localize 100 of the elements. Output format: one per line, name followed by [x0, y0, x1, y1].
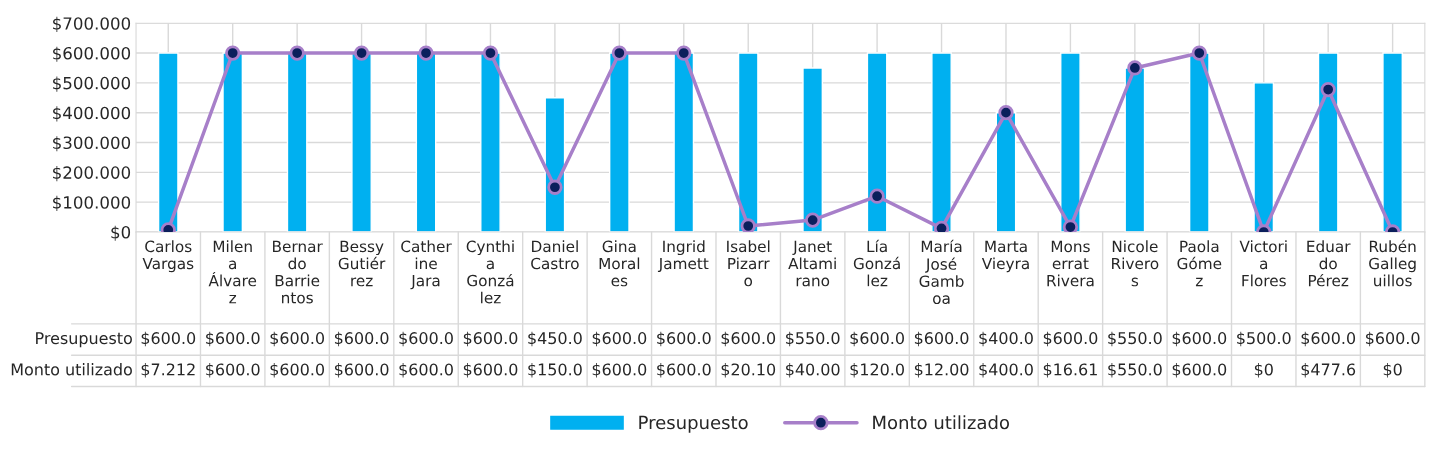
- data-label: $150.0: [528, 363, 582, 378]
- bar: [608, 52, 630, 232]
- y-tick-label: $700.000: [53, 16, 131, 32]
- point: [805, 212, 821, 228]
- y-tick-label: $200.000: [53, 166, 131, 182]
- point: [740, 218, 756, 232]
- bar: [673, 52, 695, 232]
- y-tick-label: $400.000: [53, 106, 131, 122]
- data-label: $600.0: [463, 363, 518, 378]
- x-tick-label: Bernar do Barrie ntos: [273, 240, 323, 304]
- x-tick-label: Paola Góme z: [1177, 240, 1222, 287]
- bar: [157, 52, 179, 232]
- x-tick-label: Isabel Pizarr o: [727, 240, 770, 287]
- point: [1062, 219, 1079, 232]
- data-label: $600.0: [141, 331, 196, 347]
- data-label: $600.0: [721, 331, 776, 347]
- data-label: $600.0: [1172, 331, 1227, 347]
- point: [1191, 45, 1207, 61]
- data-label: $600.0: [463, 331, 518, 347]
- legend-label: Presupuesto: [639, 415, 748, 433]
- bar: [480, 52, 501, 232]
- data-label: $550.0: [1108, 331, 1162, 347]
- x-tick-label: Carlos Vargas: [142, 240, 194, 273]
- text: Presupuesto: [36, 332, 132, 348]
- x-tick-label: Janet Altami rano: [788, 240, 836, 287]
- bar: [1382, 52, 1403, 232]
- data-label: $40.00: [786, 363, 840, 378]
- data-label: $600.0: [334, 363, 389, 378]
- x-tick-label: Daniel Castro: [531, 240, 579, 270]
- point: [289, 45, 305, 61]
- data-label: $600.0: [399, 331, 453, 347]
- data-label: $600.0: [592, 331, 647, 347]
- x-tick-label: Eduar do Pérez: [1307, 240, 1351, 287]
- data-label: $600.0: [1172, 363, 1227, 378]
- point: [225, 45, 241, 61]
- bar: [1253, 82, 1275, 232]
- bar: [1124, 67, 1146, 232]
- data-label: $600.0: [1043, 331, 1098, 347]
- data-label: $600.0: [334, 331, 389, 347]
- data-label: $600.0: [270, 331, 325, 347]
- x-tick-label: Cynthi a Gonzá lez: [466, 240, 514, 304]
- y-tick-label: $500.000: [53, 76, 131, 92]
- point: [482, 45, 499, 61]
- data-label: $600.0: [206, 331, 260, 347]
- x-tick-label: Rubén Galleg uillos: [1369, 239, 1416, 287]
- data-label: $600.0: [399, 363, 453, 378]
- x-tick-label: Bessy Gutiér rez: [338, 240, 386, 287]
- bar: [802, 67, 824, 232]
- x-tick-label: Milen a Álvare z: [208, 240, 257, 304]
- point: [998, 105, 1014, 121]
- point: [611, 45, 627, 61]
- data-label: $600.0: [657, 363, 711, 378]
- data-label: $600.0: [592, 363, 647, 378]
- point: [933, 220, 950, 232]
- data-label: $550.0: [1108, 363, 1162, 378]
- bar: [222, 52, 244, 232]
- data-label: $600.0: [914, 331, 969, 347]
- point: [547, 179, 563, 195]
- bar: [737, 52, 759, 232]
- point: [353, 45, 370, 61]
- data-label: $7.212: [141, 363, 195, 378]
- y-tick-label: $300.000: [53, 136, 131, 152]
- data-label: $0: [1383, 363, 1402, 378]
- bar: [286, 52, 308, 232]
- x-tick-label: Marta Vieyra: [981, 240, 1029, 273]
- x-tick-label: Cather ine Jara: [401, 240, 452, 290]
- data-label: $120.0: [850, 363, 904, 378]
- point: [869, 188, 885, 204]
- point: [418, 45, 434, 61]
- data-label: $500.0: [1237, 331, 1291, 347]
- data-label: $400.0: [979, 363, 1033, 378]
- x-tick-label: Mons errat Rivera: [1047, 240, 1094, 287]
- bar: [415, 52, 437, 232]
- bar: [351, 52, 372, 232]
- bar: [1188, 52, 1210, 232]
- data-label: $477.6: [1301, 363, 1356, 378]
- y-tick-label: $600.000: [53, 46, 131, 62]
- bar: [1060, 52, 1081, 232]
- data-label: $550.0: [786, 331, 840, 347]
- data-label: $600.0: [270, 363, 325, 378]
- y-tick-label: $100.000: [53, 195, 131, 211]
- x-tick-label: María José Gamb oa: [919, 239, 964, 305]
- data-label: $400.0: [979, 331, 1033, 347]
- point: [1320, 81, 1336, 98]
- bar: [931, 52, 952, 232]
- x-tick-label: Gina Moral es: [599, 240, 640, 287]
- x-tick-label: Ingrid Jamett: [657, 240, 709, 273]
- bar: [1317, 52, 1339, 232]
- data-label: $20.10: [721, 363, 776, 378]
- x-tick-label: Victori a Flores: [1239, 240, 1287, 287]
- data-label: $450.0: [528, 331, 582, 347]
- data-label: $600.0: [206, 363, 260, 378]
- data-label: $12.00: [914, 363, 969, 378]
- data-label: $600.0: [657, 331, 711, 347]
- data-label: $0: [1254, 363, 1273, 378]
- data-label: $600.0: [1366, 331, 1420, 347]
- data-label: $600.0: [850, 331, 904, 347]
- text: Monto utilizado: [11, 363, 132, 376]
- point: [1127, 60, 1143, 76]
- data-label: $600.0: [1301, 331, 1356, 347]
